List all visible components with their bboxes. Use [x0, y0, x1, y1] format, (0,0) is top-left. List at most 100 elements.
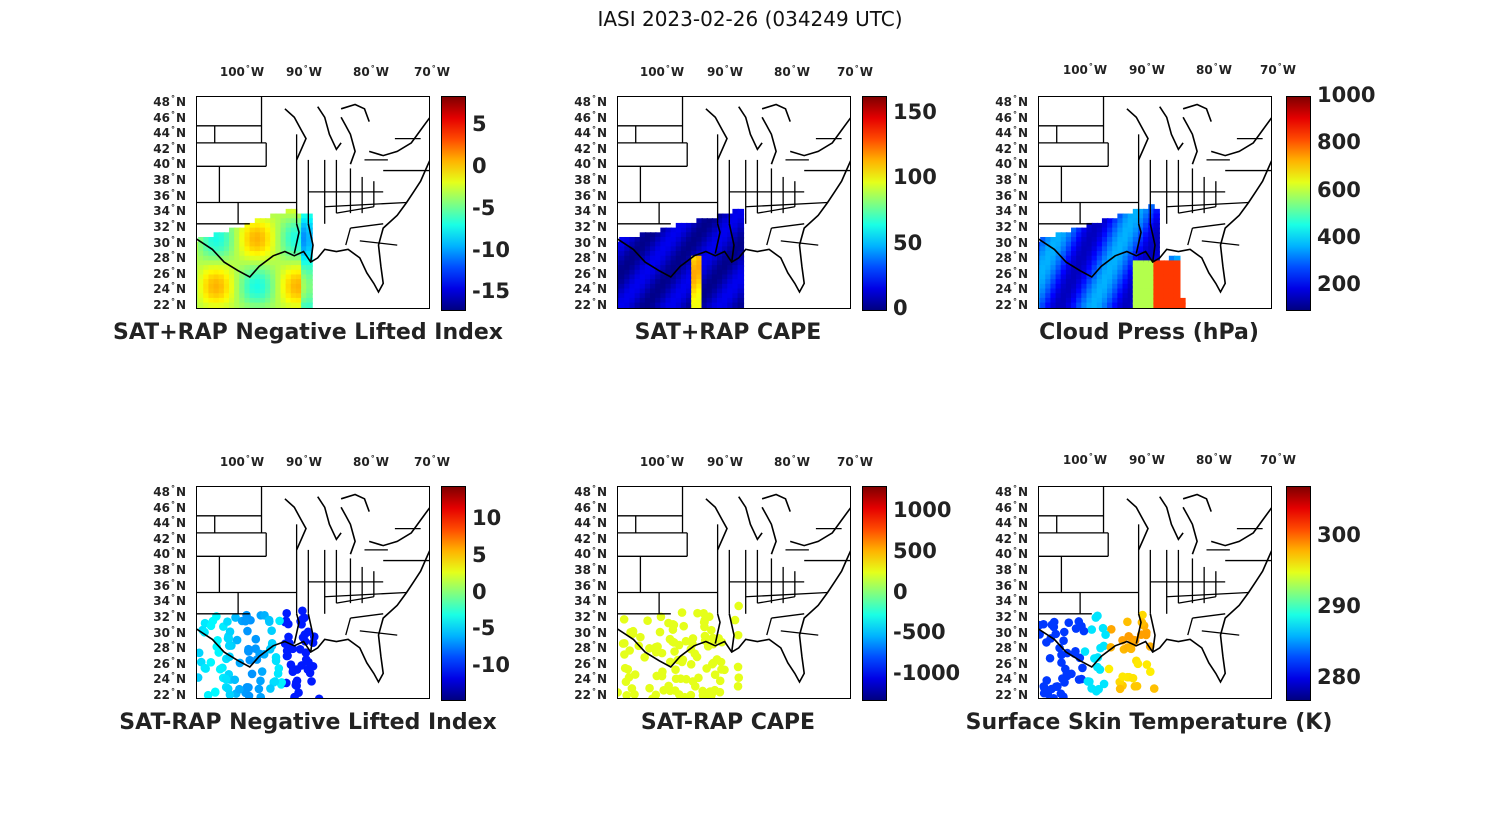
data-pixel	[259, 251, 267, 258]
data-pixel	[254, 236, 262, 244]
latitude-label: 24°N	[153, 671, 186, 687]
map-frame	[1038, 96, 1272, 309]
data-pixel	[711, 218, 719, 225]
data-pixel	[1158, 274, 1166, 281]
data-pixel	[223, 246, 231, 253]
data-pixel	[634, 302, 642, 309]
data-pixel	[634, 260, 642, 267]
data-pixel	[1153, 302, 1160, 309]
map-frame	[617, 486, 851, 699]
data-pixel	[1038, 288, 1042, 296]
data-pixel	[234, 293, 241, 300]
data-pixel	[701, 288, 709, 296]
data-pixel	[1173, 274, 1181, 281]
coastline	[340, 506, 356, 555]
data-pixel	[223, 241, 231, 249]
data-pixel	[722, 236, 729, 244]
data-pixel	[1091, 227, 1099, 235]
data-pixel	[711, 302, 719, 309]
data-pixel	[244, 255, 251, 263]
data-pixel	[229, 251, 236, 258]
data-pixel	[701, 236, 709, 244]
data-pixel	[737, 269, 745, 277]
coastline	[284, 498, 307, 551]
data-pixel	[1096, 222, 1104, 230]
data-point	[1080, 647, 1090, 656]
data-point	[1042, 676, 1052, 685]
data-pixel	[1076, 269, 1083, 277]
data-pixel	[218, 241, 226, 249]
data-pixel	[244, 265, 251, 272]
data-pixel	[196, 302, 200, 309]
data-pixel	[249, 251, 257, 258]
data-pixel	[619, 274, 626, 281]
data-pixel	[1117, 241, 1124, 249]
data-pixel	[737, 232, 745, 239]
data-pixel	[737, 283, 745, 291]
data-pixel	[675, 227, 683, 235]
longitude-label: 100°W	[639, 454, 685, 469]
data-pixel	[1050, 251, 1057, 258]
data-pixel	[737, 213, 745, 221]
data-pixel	[306, 293, 313, 300]
data-pixel	[680, 227, 688, 235]
latitude-label: 48°N	[574, 484, 607, 499]
data-pixel	[675, 232, 683, 239]
data-pixel	[1132, 232, 1140, 239]
data-pixel	[249, 255, 257, 263]
data-pixel	[295, 236, 303, 244]
data-pixel	[655, 246, 662, 253]
data-pixel	[1096, 232, 1104, 239]
data-pixel	[280, 213, 288, 221]
data-point	[292, 665, 302, 674]
data-pixel	[1168, 269, 1176, 277]
colorbar-tick-label: 50	[893, 230, 923, 255]
data-pixel	[213, 269, 221, 277]
coastline	[728, 223, 735, 263]
data-pixel	[706, 241, 714, 249]
data-pixel	[737, 218, 745, 225]
data-pixel	[270, 293, 277, 300]
data-pixel	[1148, 246, 1155, 253]
data-pixel	[218, 297, 226, 305]
data-pixel	[198, 246, 205, 253]
coastline	[1210, 116, 1272, 157]
data-pixel	[1163, 265, 1171, 272]
data-pixel	[270, 279, 277, 286]
map-panel	[196, 96, 430, 309]
data-pixel	[1107, 279, 1114, 286]
data-pixel	[295, 288, 303, 296]
data-pixel	[239, 279, 246, 286]
data-pixel	[1132, 297, 1140, 305]
data-pixel	[244, 288, 251, 296]
boundary-line	[745, 201, 828, 208]
data-pixel	[229, 297, 236, 305]
data-pixel	[1096, 269, 1104, 277]
data-pixel	[716, 236, 724, 244]
data-pixel	[675, 279, 683, 286]
data-pixel	[1168, 288, 1176, 296]
data-pixel	[265, 297, 272, 305]
data-pixel	[1127, 241, 1135, 249]
data-pixel	[617, 241, 621, 249]
longitude-label: 100°W	[1062, 452, 1108, 467]
data-pixel	[732, 241, 739, 249]
data-pixel	[1148, 213, 1155, 221]
data-pixel	[696, 232, 703, 239]
data-pixel	[270, 274, 277, 281]
data-pixel	[1143, 274, 1150, 281]
latitude-label: 44°N	[153, 125, 186, 141]
data-pixel	[275, 218, 282, 225]
data-pixel	[660, 241, 667, 249]
data-pixel	[1091, 232, 1099, 239]
data-pixel	[655, 269, 662, 277]
data-pixel	[285, 251, 293, 258]
data-pixel	[665, 297, 672, 305]
data-pixel	[259, 227, 267, 235]
data-pixel	[306, 260, 313, 267]
data-pixel	[1153, 251, 1160, 258]
data-pixel	[1148, 293, 1155, 300]
data-point	[1087, 684, 1096, 693]
boundary-line	[745, 591, 828, 598]
data-pixel	[1086, 265, 1093, 272]
